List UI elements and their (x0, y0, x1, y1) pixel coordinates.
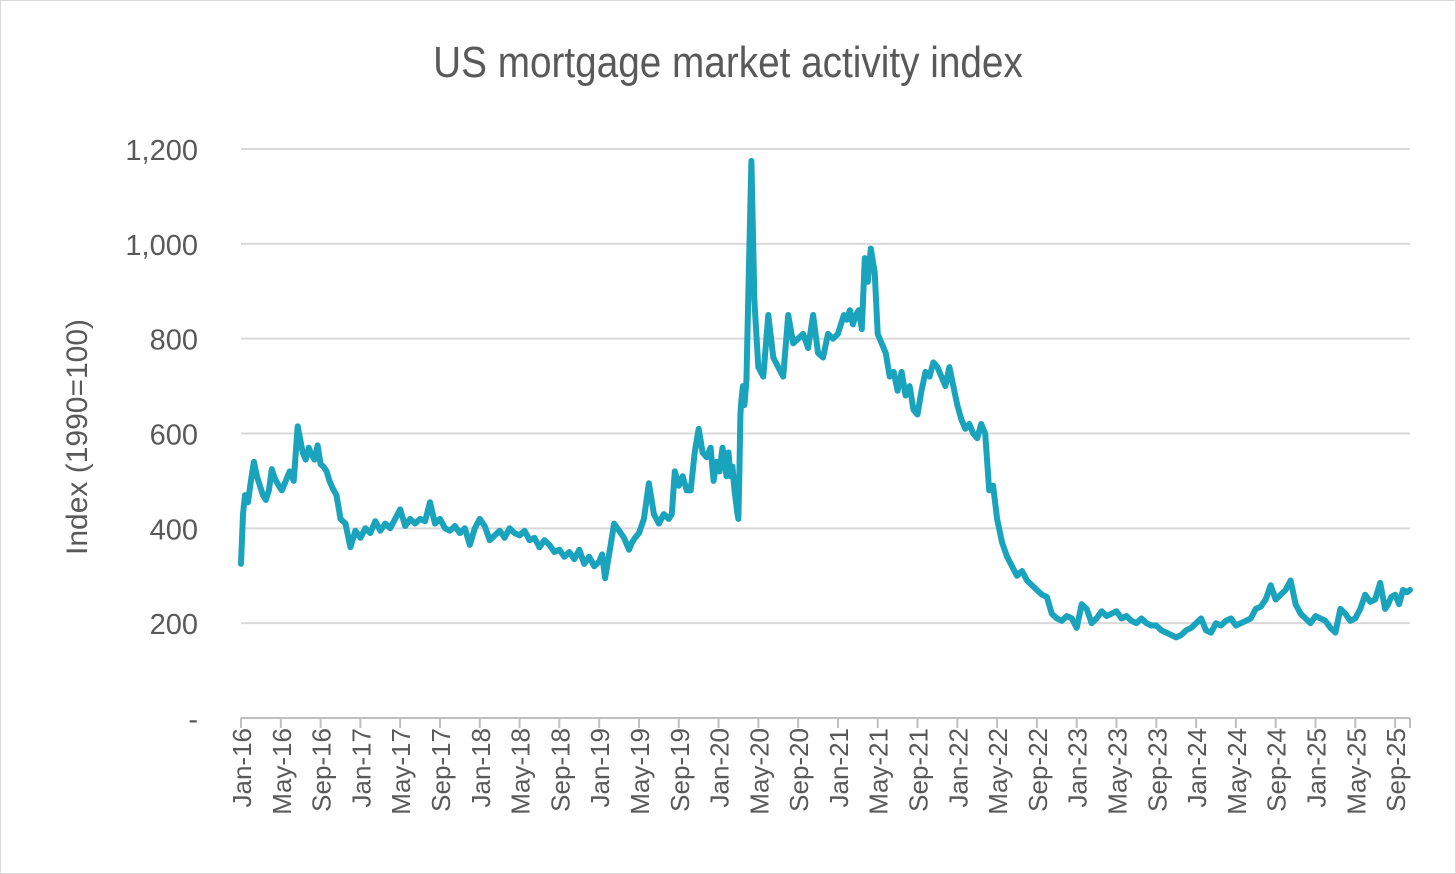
x-tick-label: May-19 (625, 728, 655, 815)
x-tick-label: May-25 (1341, 728, 1371, 815)
x-tick-label: May-16 (267, 728, 297, 815)
y-tick-label: 400 (150, 514, 198, 546)
x-tick-label: Jan-17 (346, 728, 376, 808)
y-tick-label: - (188, 704, 198, 736)
x-tick-label: Jan-16 (227, 728, 257, 808)
series-line (238, 157, 1413, 641)
x-tick-label: Sep-22 (1023, 728, 1053, 812)
y-tick-label: 600 (150, 420, 198, 452)
x-tick-label: Jan-19 (585, 728, 615, 808)
x-tick-label: May-22 (983, 728, 1013, 815)
x-tick-label: Sep-23 (1142, 728, 1172, 812)
y-tick-label: 1,200 (125, 135, 198, 167)
x-tick-label: Sep-24 (1262, 728, 1292, 812)
y-tick-label: 200 (150, 609, 198, 641)
x-tick-label: Jan-24 (1182, 728, 1212, 808)
x-tick-label: Jan-22 (943, 728, 973, 808)
x-tick-label: Sep-18 (545, 728, 575, 812)
x-tick-label: Sep-20 (784, 728, 814, 812)
x-tick-label: May-21 (864, 728, 894, 815)
x-tick-label: Jan-25 (1301, 728, 1331, 808)
chart-title: US mortgage market activity index (433, 38, 1023, 87)
x-tick-label: Jan-23 (1063, 728, 1093, 808)
x-tick-label: Sep-17 (426, 728, 456, 812)
x-tick-label: May-18 (506, 728, 536, 815)
x-tick-label: Sep-21 (904, 728, 934, 812)
x-tick-label: Jan-18 (466, 728, 496, 808)
x-tick-label: May-23 (1103, 728, 1133, 815)
x-tick-label: Jan-21 (824, 728, 854, 808)
x-tick-label: May-24 (1222, 728, 1252, 815)
x-tick-label: Sep-16 (307, 728, 337, 812)
x-tick-label: Jan-20 (705, 728, 735, 808)
x-tick-label: Sep-19 (665, 728, 695, 812)
x-tick-label: May-20 (744, 728, 774, 815)
y-tick-label: 800 (150, 325, 198, 357)
x-tick-label: May-17 (386, 728, 416, 815)
x-tick-label: Sep-25 (1381, 728, 1411, 812)
y-tick-label: 1,000 (125, 230, 198, 262)
